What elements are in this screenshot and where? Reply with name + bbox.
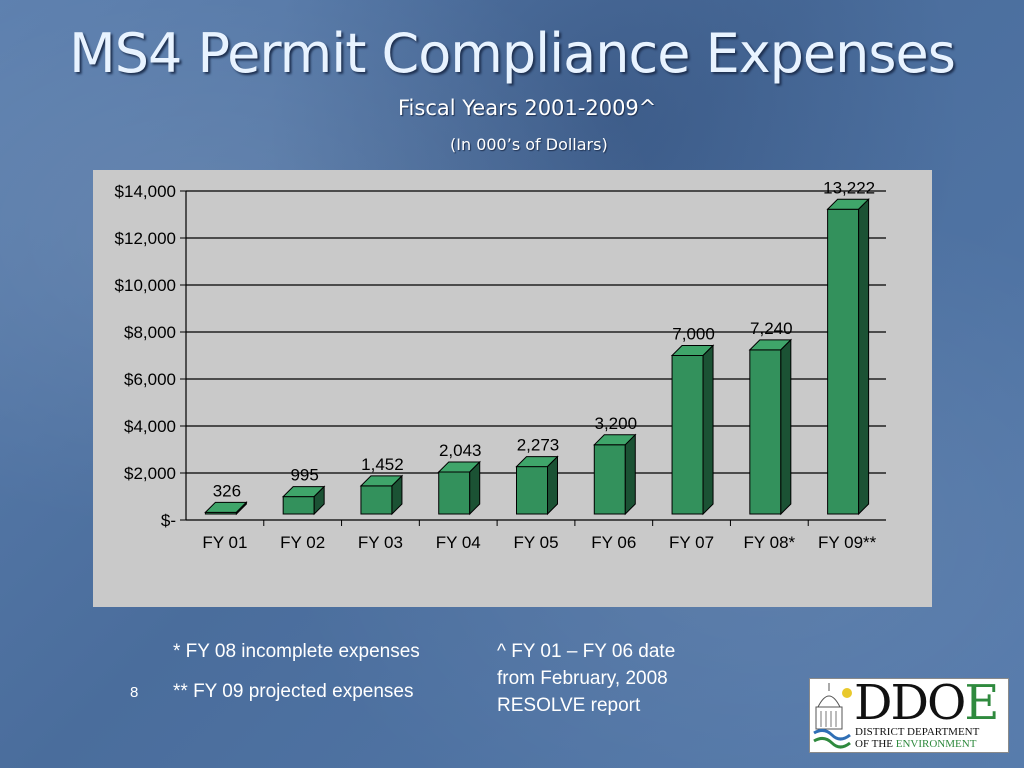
- data-label: 13,222: [823, 178, 875, 197]
- data-label: 7,000: [672, 325, 715, 344]
- bar-side: [780, 338, 792, 516]
- data-label: 1,452: [361, 455, 404, 474]
- slide-subtitle: Fiscal Years 2001-2009^: [398, 96, 657, 120]
- bar-side: [313, 485, 325, 516]
- bar-side: [469, 460, 481, 516]
- y-tick-label: $4,000: [124, 417, 176, 436]
- bar: [359, 474, 404, 516]
- bar: [281, 485, 326, 516]
- bar-side: [547, 455, 558, 516]
- x-tick-label: FY 02: [280, 533, 325, 552]
- bar: [437, 460, 481, 516]
- source-note-line1: ^ FY 01 – FY 06 date: [497, 641, 676, 662]
- bar-front: [749, 349, 782, 515]
- page-number: 8: [130, 684, 139, 701]
- x-tick-label: FY 09**: [818, 533, 877, 552]
- capitol-dome-icon: [813, 683, 852, 749]
- ddoe-logo: DDOE DISTRICT DEPARTMENT OF THE ENVIRONM…: [809, 675, 1009, 753]
- bar-front: [827, 208, 860, 515]
- data-label: 2,273: [517, 436, 560, 455]
- data-label: 326: [213, 481, 241, 500]
- data-label: 2,043: [439, 441, 482, 460]
- x-tick-label: FY 01: [202, 533, 247, 552]
- bar: [748, 338, 793, 516]
- bar-front: [671, 355, 704, 515]
- bar-chart: $- $2,000 $4,000 $6,000 $8,000 $10,000 $12,000…: [115, 178, 886, 552]
- x-tick-label: FY 05: [513, 533, 558, 552]
- chart-panel: $- $2,000 $4,000 $6,000 $8,000 $10,000 $12,000…: [93, 170, 932, 607]
- slide-title: MS4 Permit Compliance Expenses: [69, 22, 956, 85]
- y-tick-label: $6,000: [124, 370, 176, 389]
- bar: [593, 433, 637, 516]
- bar-front: [593, 444, 626, 515]
- x-tick-label: FY 04: [436, 533, 481, 552]
- footnote-fy09: ** FY 09 projected expenses: [173, 681, 414, 702]
- bar: [204, 501, 248, 516]
- x-tick-label: FY 08*: [743, 533, 795, 552]
- bar: [826, 198, 870, 516]
- data-label: 995: [290, 466, 318, 485]
- source-note-line2: from February, 2008: [497, 668, 668, 689]
- logo-line1: DISTRICT DEPARTMENT: [855, 726, 980, 738]
- y-tick-label: $-: [161, 511, 176, 530]
- bar-front: [516, 466, 548, 515]
- x-tick-label: FY 03: [358, 533, 403, 552]
- bar-front: [282, 496, 315, 515]
- unit-note: (In 000’s of Dollars): [450, 135, 608, 154]
- y-tick-label: $12,000: [115, 229, 176, 248]
- y-tick-label: $8,000: [124, 323, 176, 342]
- bar-side: [702, 344, 714, 516]
- x-tick-label: FY 07: [669, 533, 714, 552]
- bar-side: [858, 198, 870, 516]
- x-tick-label: FY 06: [591, 533, 636, 552]
- logo-wordmark: DDOE: [854, 675, 999, 731]
- bar-side: [235, 501, 247, 516]
- data-label: 3,200: [595, 414, 638, 433]
- y-tick-label: $14,000: [115, 182, 176, 201]
- bar: [515, 455, 559, 516]
- bar-side: [624, 433, 636, 516]
- logo-line2: OF THE ENVIRONMENT: [855, 738, 977, 750]
- footnote-fy08: * FY 08 incomplete expenses: [173, 641, 420, 662]
- y-tick-label: $2,000: [124, 464, 176, 483]
- data-label: 7,240: [750, 319, 793, 338]
- bar-front: [438, 471, 471, 515]
- bar-front: [360, 485, 393, 515]
- source-note-line3: RESOLVE report: [497, 695, 641, 716]
- bar: [670, 344, 715, 516]
- bar-side: [391, 474, 403, 516]
- y-tick-label: $10,000: [115, 276, 176, 295]
